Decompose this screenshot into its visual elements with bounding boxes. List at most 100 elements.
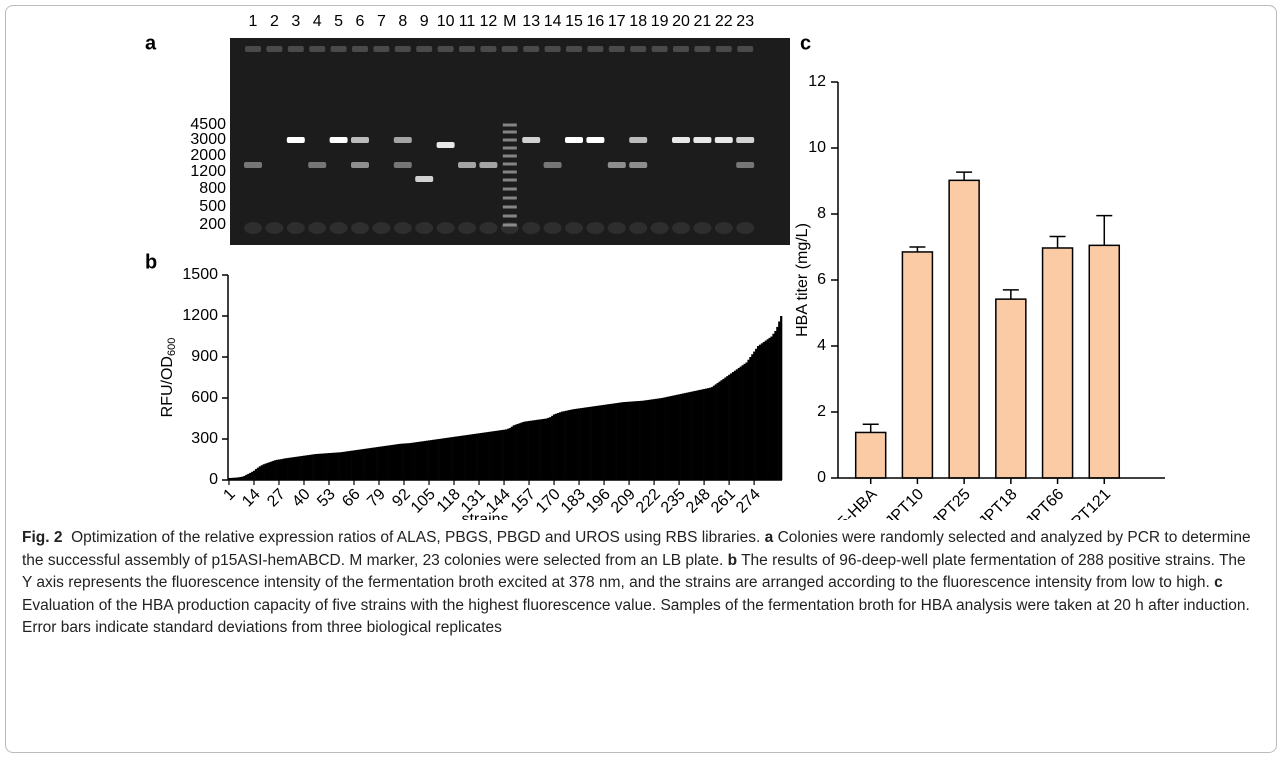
bar — [580, 408, 583, 480]
bar — [537, 419, 540, 480]
lane-label: 18 — [629, 13, 647, 30]
lane-label: 10 — [437, 13, 455, 30]
bar — [668, 396, 671, 480]
bar — [364, 448, 367, 480]
bar — [726, 376, 729, 480]
lane-label: M — [503, 13, 516, 30]
bar — [293, 457, 296, 480]
caption: Fig. 2 Optimization of the relative expr… — [22, 527, 1252, 640]
bar — [447, 437, 450, 480]
bar — [283, 458, 287, 480]
bar — [716, 382, 719, 480]
bar — [368, 448, 371, 480]
gel-well — [437, 46, 454, 52]
gel-well — [352, 46, 368, 52]
bar — [701, 389, 704, 480]
lane-label: 21 — [694, 13, 712, 30]
bar — [443, 438, 446, 480]
bar — [760, 343, 764, 480]
caption-text: Colonies were randomly selected and anal… — [22, 529, 1251, 569]
gel-band — [393, 137, 412, 143]
marker-size-label: 200 — [199, 216, 226, 233]
bar — [512, 425, 515, 480]
gel-glow — [650, 222, 669, 234]
bar — [728, 374, 731, 480]
gel-well — [266, 46, 283, 52]
bar — [655, 398, 658, 480]
caption-text: The results of 96-deep-well plate fermen… — [22, 551, 1246, 592]
bar — [231, 477, 235, 480]
bar — [545, 418, 548, 480]
bar — [639, 400, 642, 480]
bar — [766, 339, 769, 480]
bar — [387, 445, 390, 480]
bar — [254, 469, 258, 480]
bar — [453, 436, 456, 480]
bar — [451, 437, 454, 480]
bar — [720, 380, 723, 480]
gel-glow — [543, 222, 562, 234]
x-tick-label: 1 — [220, 486, 238, 504]
bar — [948, 179, 980, 479]
bar — [481, 432, 485, 480]
gel-well — [544, 46, 561, 52]
bar — [414, 442, 417, 480]
bar — [456, 436, 460, 480]
gel-band — [736, 162, 755, 168]
bar — [601, 405, 604, 480]
bar — [258, 466, 262, 480]
bar — [520, 422, 523, 480]
bar — [608, 404, 612, 480]
bar — [776, 326, 779, 480]
bar — [631, 401, 635, 480]
bar — [733, 370, 737, 480]
x-tick-label: 170 — [533, 486, 564, 517]
gel-band — [629, 137, 648, 143]
lane-label: 11 — [459, 13, 476, 30]
gel-well — [523, 46, 540, 52]
bar — [376, 447, 379, 480]
bar — [747, 359, 750, 480]
bar — [320, 453, 323, 480]
bar — [495, 430, 498, 480]
bar — [689, 391, 692, 480]
bar — [233, 477, 236, 480]
bar — [508, 428, 512, 480]
bar — [341, 451, 344, 480]
bar — [593, 406, 596, 480]
gel-band — [693, 137, 712, 143]
y-tick-label: 4 — [817, 337, 826, 354]
bar — [745, 362, 748, 480]
bar — [479, 432, 483, 480]
y-axis-label-subscript: 600 — [166, 338, 178, 356]
gel-well — [737, 46, 754, 52]
bar — [630, 401, 633, 480]
bar — [739, 366, 742, 480]
bar — [710, 387, 714, 480]
gel-glow — [265, 222, 284, 234]
lane-label: 3 — [291, 13, 300, 30]
marker-size-label: 3000 — [190, 131, 226, 148]
bar — [647, 399, 650, 480]
bar — [381, 446, 385, 480]
bar — [378, 446, 381, 480]
lane-label: 5 — [334, 13, 343, 30]
gel-glow — [415, 222, 434, 234]
y-tick-label: 1200 — [182, 307, 218, 324]
gel-well — [287, 46, 304, 52]
bar — [585, 407, 589, 480]
gel-band — [714, 137, 733, 143]
bar — [331, 452, 335, 480]
lane-label: 13 — [522, 13, 540, 30]
figure: a b c 1 2 3 4 5 6 7 8 9 10 11 12 M 13 14 15 16 17 18 19 20 21… — [145, 13, 1165, 520]
gel-band — [393, 162, 412, 168]
bar — [610, 403, 614, 480]
bar — [428, 440, 431, 480]
bar — [758, 344, 762, 480]
bar — [426, 440, 429, 480]
marker-band — [502, 154, 517, 158]
panel-label: c — [800, 32, 811, 54]
gel-well — [715, 46, 732, 52]
x-tick-label: 40 — [289, 486, 314, 511]
y-axis-label: RFU/OD600 — [159, 338, 178, 418]
